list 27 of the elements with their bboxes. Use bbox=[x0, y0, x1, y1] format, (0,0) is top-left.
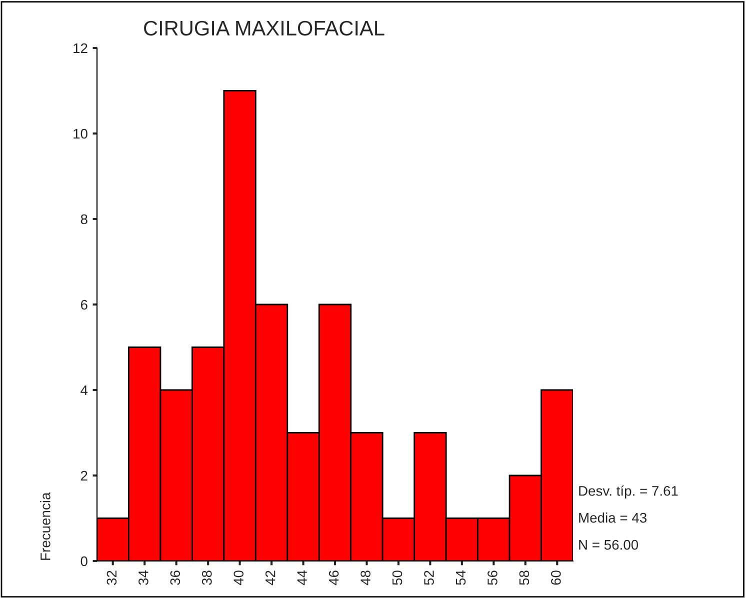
y-tick-label: 2 bbox=[80, 470, 88, 481]
x-tick-label: 50 bbox=[392, 570, 402, 585]
y-tick-label: 8 bbox=[80, 214, 88, 224]
x-tick-label: 34 bbox=[138, 570, 148, 585]
y-tick-label: 10 bbox=[74, 128, 88, 139]
x-tick-label: 48 bbox=[360, 570, 370, 586]
x-tick-label: 32 bbox=[106, 570, 117, 585]
x-tick-label: 42 bbox=[265, 570, 276, 586]
chart-title: CIRUGIA MAXILOFACIAL bbox=[144, 20, 384, 36]
text: Media = 43 bbox=[579, 512, 646, 523]
x-tick-label: 60 bbox=[551, 570, 561, 585]
x-tick-label: 38 bbox=[202, 570, 212, 585]
y-tick-label: 6 bbox=[80, 300, 88, 310]
y-axis-title: Frecuencia bbox=[40, 492, 50, 560]
text: N = 56.00 bbox=[579, 540, 638, 550]
x-tick-label: 44 bbox=[297, 570, 307, 586]
x-tick-label: 54 bbox=[456, 570, 466, 585]
x-tick-label: 40 bbox=[234, 570, 244, 586]
x-tick-label: 46 bbox=[328, 570, 339, 586]
x-tick-label: 56 bbox=[488, 570, 498, 585]
x-tick-label: 52 bbox=[424, 570, 434, 585]
x-tick-label: 58 bbox=[519, 570, 530, 585]
x-tick-label: 36 bbox=[170, 570, 180, 585]
text: Desv. típ. = 7.61 bbox=[579, 485, 678, 499]
y-tick-label: 0 bbox=[80, 556, 88, 566]
y-tick-label: 12 bbox=[74, 43, 88, 54]
y-tick-label: 4 bbox=[80, 385, 88, 396]
